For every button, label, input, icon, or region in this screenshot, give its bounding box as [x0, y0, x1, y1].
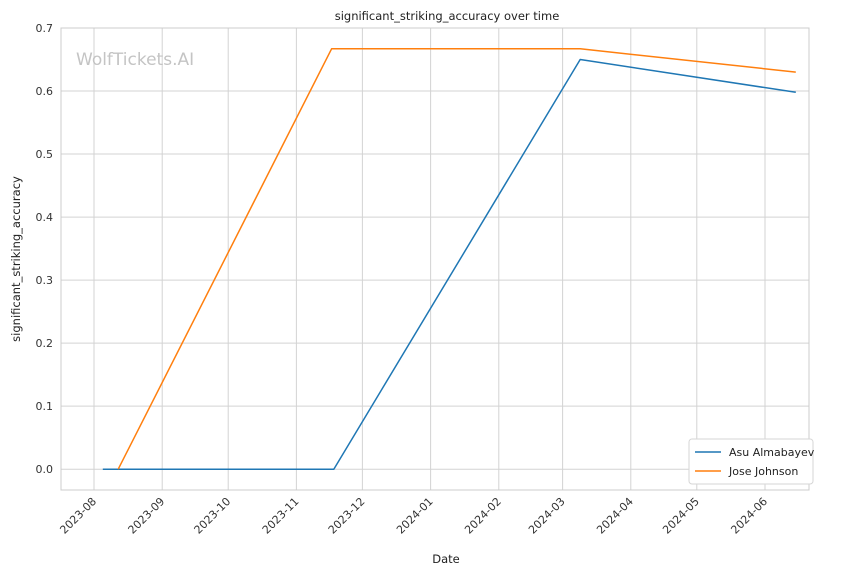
x-tick-label: 2023-09	[126, 495, 168, 537]
y-tick-label: 0.5	[36, 148, 54, 161]
x-tick-label: 2024-03	[526, 495, 568, 537]
x-tick-label: 2023-11	[260, 495, 302, 537]
x-tick-label: 2023-08	[57, 495, 99, 537]
chart-title: significant_striking_accuracy over time	[335, 9, 560, 23]
watermark: WolfTickets.AI	[76, 50, 194, 70]
x-tick-label: 2023-10	[192, 495, 234, 537]
y-tick-label: 0.4	[36, 211, 54, 224]
x-tick-label: 2024-01	[394, 495, 436, 537]
y-axis-label: significant_striking_accuracy	[9, 176, 23, 342]
y-tick-label: 0.2	[36, 337, 54, 350]
x-tick-label: 2024-06	[728, 495, 770, 537]
y-ticks: 0.0 0.1 0.2 0.3 0.4 0.5 0.6 0.7	[36, 22, 54, 476]
x-tick-label: 2024-04	[594, 495, 636, 537]
y-tick-label: 0.0	[36, 463, 54, 476]
series	[102, 48, 796, 470]
x-tick-label: 2024-02	[462, 495, 504, 537]
grid	[61, 27, 809, 490]
series-line-asu-almabayev	[102, 58, 796, 470]
legend-label-asu-almabayev: Asu Almabayev	[729, 446, 815, 459]
y-tick-label: 0.7	[36, 22, 54, 35]
x-axis-label: Date	[432, 552, 460, 566]
legend: Asu Almabayev Jose Johnson	[688, 438, 815, 485]
legend-box	[688, 438, 814, 485]
legend-label-jose-johnson: Jose Johnson	[728, 465, 798, 478]
x-tick-label: 2024-05	[660, 495, 702, 537]
plot-area-frame	[60, 27, 810, 491]
y-tick-label: 0.3	[36, 274, 54, 287]
x-ticks: 2023-08 2023-09 2023-10 2023-11 2023-12 2024-…	[57, 495, 770, 537]
y-tick-label: 0.1	[36, 400, 54, 413]
y-tick-label: 0.6	[36, 85, 54, 98]
x-tick-label: 2023-12	[326, 495, 368, 537]
series-line-jose-johnson	[117, 48, 796, 470]
